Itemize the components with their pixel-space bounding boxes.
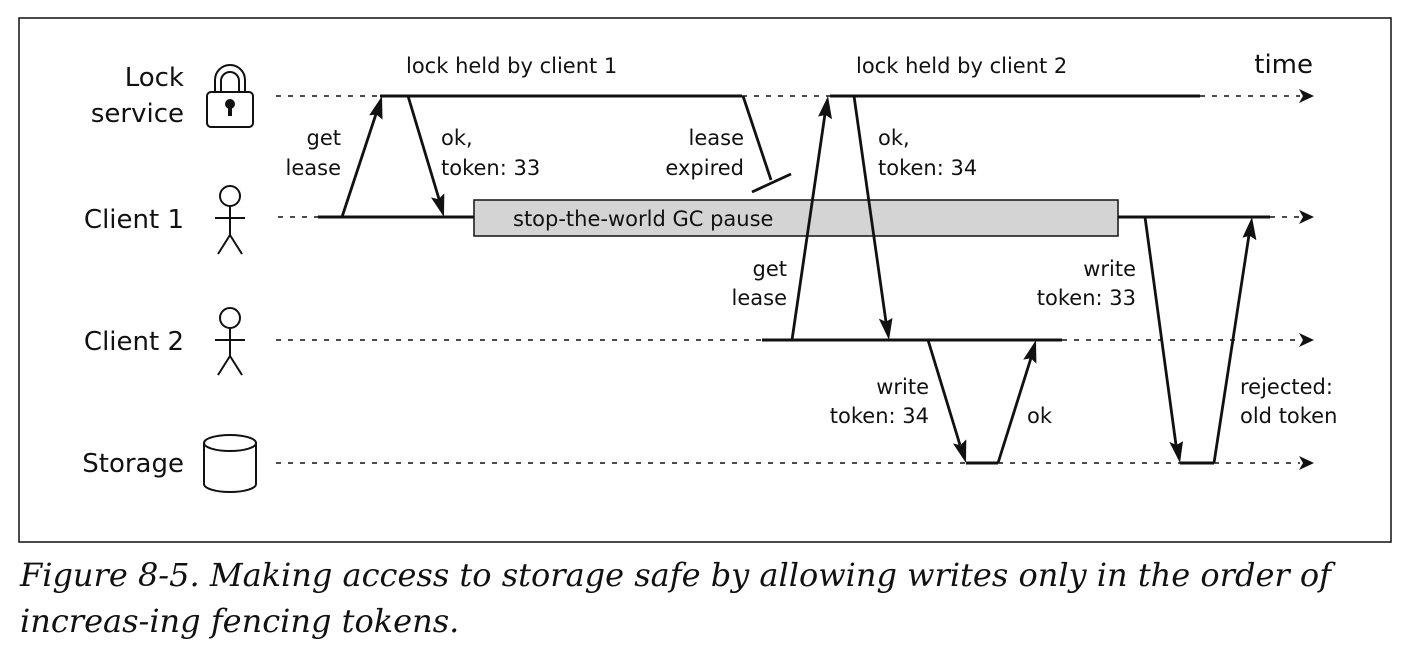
label-ok-token-34-line2: token: 34 [878, 156, 977, 180]
padlock-icon [206, 64, 254, 128]
time-label: time [1254, 50, 1313, 80]
lane-label-lock-service-line2: service [91, 99, 184, 129]
arrow-rejected [1212, 217, 1257, 464]
arrow-ok-token-33 [406, 95, 445, 217]
label-get-lease-1-line1: get [307, 126, 341, 150]
timeline-client-1 [278, 210, 1314, 224]
lane-label-client-2: Client 2 [84, 327, 184, 357]
period-label-client-2: lock held by client 2 [856, 54, 1067, 78]
figure-caption: Figure 8-5. Making access to storage saf… [20, 556, 1331, 640]
timeline-lock-service [276, 89, 1314, 103]
lane-label-client-1: Client 1 [84, 205, 184, 235]
fencing-token-diagram: Lock service Client 1 Client 2 Storage t… [18, 17, 1392, 543]
label-get-lease-1-line2: lease [286, 156, 341, 180]
arrow-write-token-33 [1143, 216, 1183, 463]
label-rejected-line1: rejected: [1240, 375, 1333, 399]
gc-pause-label: stop-the-world GC pause [513, 207, 773, 231]
database-icon [203, 434, 257, 493]
label-ok-token-34-line1: ok, [878, 126, 910, 150]
label-ok-token-33-line1: ok, [441, 126, 473, 150]
label-get-lease-2-line1: get [753, 257, 787, 281]
period-label-client-1: lock held by client 1 [406, 54, 617, 78]
arrow-ok [996, 340, 1037, 464]
arrow-ok-token-34 [852, 95, 893, 340]
lane-label-lock-service-line1: Lock [125, 63, 184, 93]
timeline-client-2 [276, 333, 1314, 347]
lane-label-storage: Storage [82, 449, 184, 479]
label-get-lease-2-line2: lease [732, 286, 787, 310]
label-ok: ok [1027, 404, 1053, 428]
person-icon-client-2 [215, 307, 245, 376]
label-write-token-33-line1: write [1083, 257, 1136, 281]
arrow-lease-expired [741, 95, 792, 194]
arrow-get-lease-2 [790, 96, 832, 341]
label-ok-token-33-line2: token: 33 [441, 156, 540, 180]
label-rejected-line2: old token [1240, 404, 1337, 428]
label-lease-expired-line1: lease [689, 126, 744, 150]
label-write-token-33-line2: token: 33 [1037, 286, 1136, 310]
label-write-token-34-line1: write [876, 375, 929, 399]
arrow-write-token-34 [926, 339, 967, 463]
label-lease-expired-line2: expired [665, 156, 744, 180]
arrow-get-lease-1 [340, 96, 383, 218]
label-write-token-34-line2: token: 34 [830, 404, 929, 428]
gc-pause-box [473, 199, 1119, 237]
timeline-storage [276, 456, 1314, 470]
person-icon-client-1 [215, 185, 245, 255]
